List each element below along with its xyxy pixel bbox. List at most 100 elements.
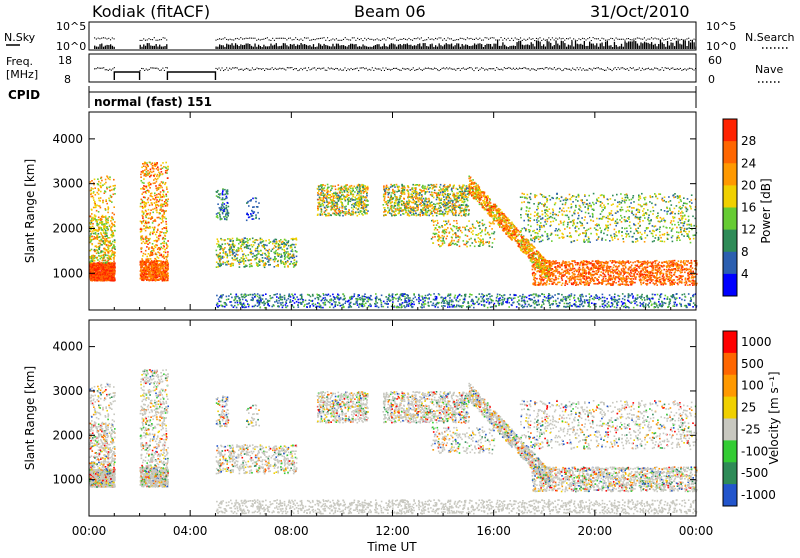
power-cell <box>345 213 347 215</box>
power-cell <box>290 245 292 247</box>
nave-point <box>149 69 150 70</box>
power-cell <box>107 230 109 232</box>
nave-point <box>269 69 270 70</box>
power-cell <box>146 261 148 263</box>
power-cell <box>98 270 100 272</box>
power-cell <box>358 190 360 192</box>
power-cell <box>239 239 241 241</box>
nave-point <box>425 68 426 69</box>
noise-search-point <box>114 38 115 39</box>
power-cell <box>167 275 169 277</box>
power-cell <box>94 207 96 209</box>
power-cell <box>332 193 334 195</box>
noise-sky-bar <box>143 44 144 49</box>
power-cell <box>156 162 158 164</box>
power-cell <box>157 174 159 176</box>
power-cell <box>99 185 101 187</box>
nave-point <box>155 68 156 69</box>
noise-search-point <box>570 37 571 38</box>
power-cell <box>96 210 98 212</box>
power-cell <box>389 212 391 214</box>
nave-point <box>288 67 289 68</box>
power-cell <box>324 197 326 199</box>
power-cell <box>153 220 155 222</box>
noise-search-point <box>511 38 512 39</box>
power-cell <box>284 266 286 268</box>
power-cell <box>109 237 111 239</box>
nave-point <box>240 69 241 70</box>
power-cell <box>261 260 263 262</box>
power-cell <box>150 212 152 214</box>
power-cell <box>109 268 111 270</box>
power-cell <box>226 197 228 199</box>
nave-point <box>666 68 667 69</box>
power-cell <box>365 189 367 191</box>
noise-sky-bar <box>428 47 429 50</box>
power-cell <box>159 233 161 235</box>
power-cell <box>326 195 328 197</box>
power-cell <box>92 260 94 262</box>
power-cell <box>154 182 156 184</box>
power-cell <box>165 205 167 207</box>
nave-point <box>458 68 459 69</box>
noise-search-point <box>382 39 383 40</box>
noise-sky-bar <box>670 43 671 50</box>
power-cell <box>107 218 109 220</box>
power-cell <box>336 213 338 215</box>
nave-point <box>595 68 596 69</box>
power-cell <box>111 244 113 246</box>
noise-search-point <box>492 37 493 38</box>
power-cell <box>166 242 168 244</box>
nave-point <box>495 70 496 71</box>
noise-search-point <box>396 40 397 41</box>
noise-search-point <box>633 39 634 40</box>
noise-search-point <box>635 38 636 39</box>
power-cell <box>98 255 100 257</box>
power-cell <box>318 193 320 195</box>
nave-point <box>680 68 681 69</box>
noise-search-point <box>329 40 330 41</box>
power-cell <box>150 232 152 234</box>
noise-sky-bar <box>584 41 585 49</box>
noise-sky-bar <box>511 46 512 49</box>
power-cell <box>100 274 102 276</box>
power-cell <box>147 259 149 261</box>
power-cell <box>264 257 266 259</box>
power-cell <box>329 202 331 204</box>
power-cell <box>149 162 151 164</box>
power-cell <box>262 253 264 255</box>
power-cell <box>350 214 352 216</box>
power-cell <box>323 195 325 197</box>
power-cell <box>331 196 333 198</box>
power-cell <box>92 268 94 270</box>
noise-search-point <box>290 38 291 39</box>
noise-search-point <box>318 38 319 39</box>
noise-sky-bar <box>536 40 537 49</box>
power-cell <box>295 238 297 240</box>
noise-search-point <box>485 37 486 38</box>
noise-sky-bar <box>547 40 548 49</box>
power-cell <box>248 260 250 262</box>
noise-sky-bar <box>637 44 638 50</box>
power-cell <box>146 246 148 248</box>
power-cell <box>226 264 228 266</box>
power-cell <box>218 196 220 198</box>
noise-sky-bar <box>350 44 351 49</box>
nave-point <box>484 70 485 71</box>
noise-search-point <box>400 39 401 40</box>
power-cell <box>151 260 153 262</box>
power-cell <box>347 204 349 206</box>
noise-sky-bar <box>145 46 146 49</box>
power-cell <box>104 238 106 240</box>
power-cell <box>156 194 158 196</box>
noise-sky-bar <box>600 43 601 49</box>
power-cell <box>216 254 218 256</box>
power-cell <box>153 229 155 231</box>
noise-sky-bar <box>325 45 326 49</box>
nave-point <box>420 69 421 70</box>
nave-point <box>668 68 669 69</box>
power-cell <box>154 193 156 195</box>
noise-search-point <box>150 39 151 40</box>
power-cell <box>254 255 256 257</box>
power-cell <box>435 204 437 206</box>
